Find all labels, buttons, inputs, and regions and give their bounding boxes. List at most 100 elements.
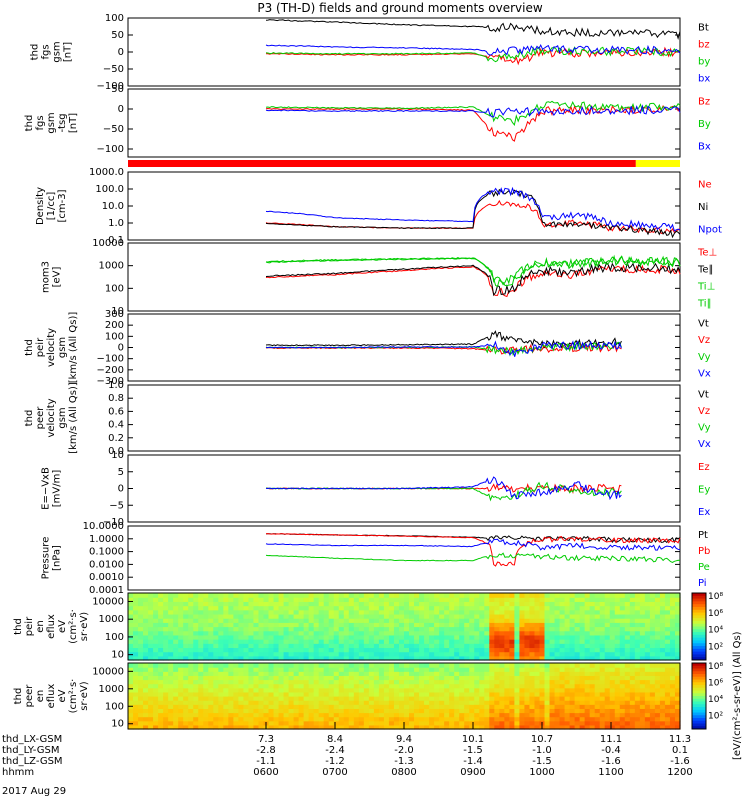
- heatmap-cell: [148, 708, 154, 714]
- heatmap-cell: [393, 716, 400, 722]
- heatmap-cell: [514, 712, 521, 718]
- heatmap-cell: [248, 622, 255, 628]
- heatmap-cell: [429, 675, 435, 681]
- heatmap-cell: [313, 609, 320, 615]
- heatmap-cell: [298, 700, 305, 705]
- heatmap-cell: [459, 700, 465, 705]
- heatmap-cell: [228, 593, 234, 598]
- heatmap-cell: [278, 626, 285, 632]
- heatmap-cell: [253, 647, 260, 653]
- legend-Vz: Vz: [698, 335, 710, 346]
- heatmap-cell: [649, 609, 656, 615]
- heatmap-cell: [348, 626, 355, 632]
- heatmap-cell: [659, 720, 666, 726]
- heatmap-cell: [554, 716, 561, 722]
- heatmap-cell: [574, 716, 581, 722]
- legend-Pb: Pb: [698, 546, 710, 557]
- heatmap-cell: [288, 639, 295, 644]
- heatmap-cell: [388, 651, 395, 657]
- heatmap-cell: [168, 613, 174, 619]
- heatmap-cell: [228, 724, 234, 730]
- heatmap-cell: [634, 671, 641, 676]
- heatmap-cell: [554, 605, 561, 611]
- heatmap-cell: [363, 597, 370, 602]
- heatmap-cell: [579, 700, 586, 705]
- heatmap-cell: [163, 667, 169, 672]
- heatmap-cell: [434, 663, 440, 668]
- heatmap-cell: [619, 593, 626, 598]
- heatmap-cell: [624, 655, 631, 661]
- heatmap-cell: [333, 647, 340, 653]
- heatmap-cell: [429, 683, 435, 689]
- heatmap-cell: [624, 597, 631, 602]
- heatmap-cell: [574, 651, 581, 657]
- heatmap-cell: [303, 634, 310, 640]
- heatmap-cell: [383, 597, 390, 602]
- heatmap-cell: [494, 647, 500, 653]
- heatmap-cell: [353, 720, 360, 726]
- heatmap-cell: [248, 630, 255, 636]
- y-label-line: peer: [24, 684, 35, 708]
- heatmap-cell: [664, 708, 671, 714]
- heatmap-cell: [599, 724, 606, 730]
- heatmap-cell: [509, 675, 515, 681]
- heatmap-cell: [383, 700, 390, 705]
- heatmap-cell: [193, 724, 199, 730]
- colorbar-segment: [692, 671, 706, 675]
- heatmap-cell: [353, 618, 360, 623]
- heatmap-cell: [539, 663, 546, 668]
- heatmap-cell: [484, 622, 490, 628]
- heatmap-cell: [398, 618, 405, 623]
- heatmap-cell: [604, 618, 611, 623]
- series-Ex: [265, 476, 622, 501]
- heatmap-cell: [614, 691, 621, 697]
- heatmap-cell: [669, 609, 676, 615]
- colorbar-segment: [692, 601, 706, 605]
- heatmap-cell: [218, 634, 224, 640]
- heatmap-cell: [388, 700, 395, 705]
- heatmap-cell: [143, 655, 149, 661]
- heatmap-cell: [203, 687, 209, 693]
- heatmap-cell: [368, 720, 375, 726]
- heatmap-cell: [388, 679, 395, 685]
- heatmap-cell: [524, 712, 531, 718]
- heatmap-cell: [163, 700, 169, 705]
- heatmap-cell: [674, 683, 681, 689]
- heatmap-cell: [268, 651, 275, 657]
- heatmap-cell: [629, 687, 636, 693]
- heatmap-cell: [624, 647, 631, 653]
- heatmap-cell: [594, 593, 601, 598]
- heatmap-cell: [564, 712, 571, 718]
- colorbar-segment: [692, 606, 706, 611]
- heatmap-cell: [358, 700, 365, 705]
- heatmap-cell: [233, 696, 239, 701]
- heatmap-cell: [188, 622, 194, 628]
- y-tick-label: 10: [111, 450, 124, 461]
- heatmap-cell: [298, 716, 305, 722]
- heatmap-cell: [474, 605, 480, 611]
- heatmap-cell: [534, 663, 541, 668]
- heatmap-cell: [599, 720, 606, 726]
- heatmap-cell: [464, 663, 470, 668]
- heatmap-cell: [554, 696, 561, 701]
- colorbar-segment: [692, 634, 706, 639]
- heatmap-cell: [243, 700, 250, 705]
- heatmap-cell: [288, 647, 295, 653]
- heatmap-cell: [333, 716, 340, 722]
- heatmap-cell: [343, 593, 350, 598]
- heatmap-cell: [313, 716, 320, 722]
- heatmap-cell: [333, 663, 340, 668]
- heatmap-cell: [579, 597, 586, 602]
- series-Ni: [265, 188, 681, 239]
- heatmap-cell: [644, 626, 651, 632]
- heatmap-cell: [338, 708, 345, 714]
- heatmap-cell: [183, 696, 189, 701]
- heatmap-cell: [639, 634, 646, 640]
- heatmap-cell: [303, 691, 310, 697]
- y-tick-label: 200: [105, 320, 124, 331]
- heatmap-cell: [529, 691, 536, 697]
- heatmap-cell: [228, 655, 234, 661]
- heatmap-cell: [243, 655, 250, 661]
- heatmap-cell: [213, 609, 219, 615]
- heatmap-cell: [419, 618, 425, 623]
